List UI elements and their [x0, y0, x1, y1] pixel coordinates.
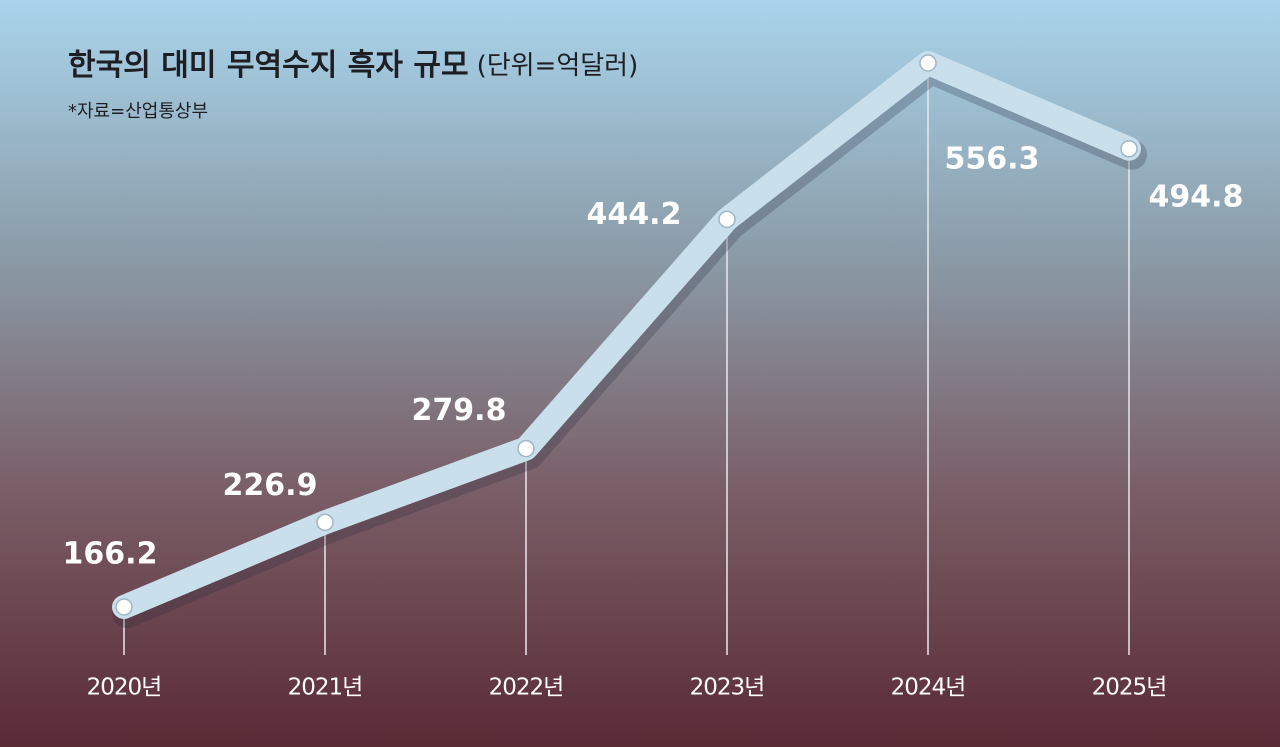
title: 한국의 대미 무역수지 흑자 규모: [68, 48, 469, 83]
value-label: 494.8: [1149, 179, 1244, 214]
value-label: 226.9: [223, 468, 318, 503]
chart-title: 한국의 대미 무역수지 흑자 규모 (단위=억달러): [68, 48, 638, 83]
subtitle: (단위=억달러): [477, 51, 639, 81]
point: [115, 598, 133, 616]
point: [316, 513, 334, 532]
x-tick-label: 2021년: [288, 675, 363, 701]
value-label: 279.8: [412, 393, 507, 428]
point: [718, 210, 736, 229]
x-tick-label: 2024년: [891, 675, 966, 701]
x-tick-label: 2025년: [1092, 675, 1167, 701]
value-label: 166.2: [63, 537, 158, 572]
value-label: 444.2: [587, 197, 682, 232]
x-tick-label: 2023년: [690, 675, 765, 701]
source: *자료=산업통상부: [68, 101, 208, 122]
x-tick-label: 2020년: [87, 675, 162, 701]
point: [1120, 140, 1138, 158]
point: [919, 54, 937, 72]
plot: 166.2 2020년 226.9 2021년 279.8 2022년 444.2 2023년…: [63, 51, 1244, 701]
value-label: 556.3: [945, 142, 1040, 177]
line: [112, 51, 1141, 619]
x-tick-label: 2022년: [489, 675, 564, 701]
point: [517, 439, 535, 458]
